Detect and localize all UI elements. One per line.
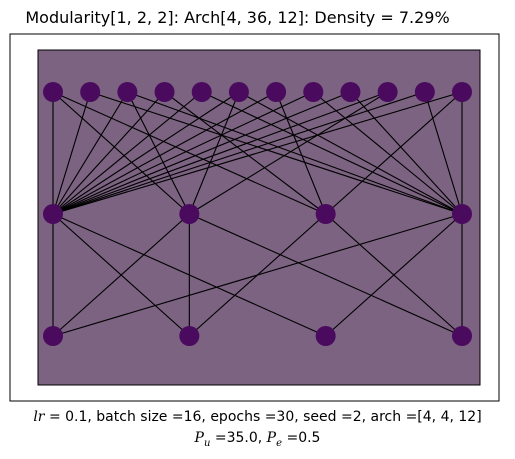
- edge-0-1-to-1-0: [52, 91, 91, 215]
- node-layer0-2: [117, 82, 138, 102]
- edge-0-5-to-1-3: [238, 91, 463, 215]
- edge-0-2-to-1-0: [52, 91, 128, 215]
- edge-0-5-to-1-0: [52, 91, 240, 215]
- caption-hyperparams: = 0.1, batch size =16, epochs =30, seed …: [44, 409, 482, 425]
- node-layer2-1: [179, 326, 200, 346]
- edge-0-6-to-1-0: [52, 91, 277, 215]
- edge-0-10-to-1-0: [52, 91, 425, 215]
- edge-0-8-to-1-0: [52, 91, 351, 215]
- edge-0-2-to-1-1: [126, 91, 190, 215]
- edge-0-11-to-1-2: [325, 91, 463, 215]
- edge-1-1-to-2-3: [189, 213, 463, 337]
- edge-0-4-to-1-3: [201, 91, 463, 215]
- node-layer0-5: [228, 82, 249, 102]
- node-layer0-10: [414, 82, 435, 102]
- node-layer2-0: [43, 326, 63, 346]
- edge-0-0-to-1-1: [52, 91, 190, 215]
- node-layer0-0: [43, 82, 63, 102]
- edge-0-7-to-1-0: [52, 91, 314, 215]
- node-layer1-2: [315, 204, 336, 224]
- node-layer0-1: [80, 82, 101, 102]
- pe-value: =0.5: [282, 430, 321, 446]
- edge-0-8-to-1-3: [350, 91, 463, 215]
- edge-0-9-to-1-1: [189, 91, 388, 215]
- node-layer0-6: [266, 82, 287, 102]
- edges-layer: [52, 91, 463, 337]
- pe-symbol: P: [266, 430, 277, 446]
- edge-0-11-to-1-0: [52, 91, 463, 215]
- edge-0-5-to-1-1: [188, 91, 240, 215]
- edge-1-3-to-2-2: [325, 213, 463, 337]
- edge-1-1-to-2-0: [52, 213, 190, 337]
- lr-symbol: lr: [33, 409, 45, 425]
- network-panel: [37, 49, 481, 386]
- node-layer1-1: [179, 204, 200, 224]
- pu-value: =35.0,: [210, 430, 267, 446]
- figure-title: Modularity[1, 2, 2]: Arch[4, 36, 12]: De…: [25, 8, 450, 27]
- edge-0-4-to-1-0: [52, 91, 203, 215]
- edge-0-6-to-1-2: [275, 91, 327, 215]
- edge-0-9-to-1-0: [52, 91, 388, 215]
- node-layer0-8: [340, 82, 361, 102]
- edge-0-1-to-1-3: [90, 91, 463, 215]
- node-layer2-3: [452, 326, 472, 346]
- node-layer0-3: [154, 82, 175, 102]
- caption-line-1: lr = 0.1, batch size =16, epochs =30, se…: [0, 409, 515, 425]
- edge-0-3-to-1-0: [52, 91, 165, 215]
- edge-1-3-to-2-0: [52, 213, 463, 337]
- edge-0-0-to-1-2: [52, 91, 326, 215]
- pe-subscript: e: [276, 437, 283, 449]
- edge-0-7-to-1-3: [312, 91, 463, 215]
- pu-symbol: P: [194, 430, 204, 446]
- caption-line-2: Pu =35.0, Pe =0.5: [0, 430, 515, 449]
- edge-0-10-to-1-3: [424, 91, 463, 215]
- node-layer0-11: [452, 82, 472, 102]
- nodes-layer: [43, 82, 472, 346]
- edge-0-2-to-1-3: [127, 91, 463, 215]
- node-layer0-4: [191, 82, 212, 102]
- node-layer1-0: [43, 204, 63, 224]
- node-layer0-9: [377, 82, 398, 102]
- edge-0-3-to-1-2: [164, 91, 326, 215]
- node-layer0-7: [303, 82, 324, 102]
- pu-subscript: u: [203, 437, 211, 449]
- node-layer2-2: [315, 326, 336, 346]
- node-layer1-3: [452, 204, 472, 224]
